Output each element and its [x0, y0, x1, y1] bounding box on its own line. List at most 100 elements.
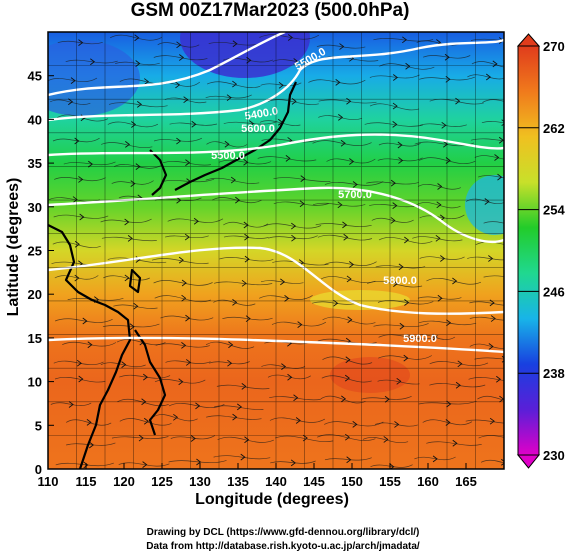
streamline: [272, 260, 329, 266]
wind-arrow: [335, 79, 341, 86]
wind-arrow: [503, 220, 504, 226]
wind-arrow: [124, 218, 130, 226]
streamline: [257, 156, 317, 162]
wind-arrow: [485, 73, 491, 81]
streamline: [324, 457, 372, 461]
wind-arrow: [226, 94, 232, 102]
streamline: [53, 360, 104, 366]
wind-arrow: [498, 136, 504, 144]
wind-arrow: [501, 119, 504, 127]
wind-arrow: [90, 58, 96, 66]
wind-arrow: [246, 56, 252, 64]
streamline: [378, 236, 433, 244]
wind-arrow: [227, 359, 233, 367]
wind-arrow: [501, 458, 504, 466]
wind-arrow: [143, 373, 149, 381]
streamline: [206, 141, 248, 148]
colorbar-tick-label: 238: [543, 366, 565, 381]
streamline: [153, 55, 208, 61]
streamline: [101, 142, 153, 149]
streamline: [469, 343, 504, 349]
wind-arrow: [494, 154, 500, 161]
streamline: [153, 137, 203, 142]
credit-dcl: Drawing by DCL (https://www.gfd-dennou.o…: [146, 527, 420, 538]
streamline: [377, 379, 420, 385]
streamline: [107, 257, 167, 264]
wind-arrow: [452, 439, 458, 447]
streamline: [267, 99, 319, 105]
streamline: [322, 356, 373, 365]
streamline: [170, 435, 216, 440]
wind-arrow: [287, 34, 293, 41]
streamline: [208, 361, 250, 365]
colorbar-ticks: 230 238 246 254 262 270: [518, 39, 565, 463]
wind-arrow: [195, 402, 201, 410]
wind-arrow: [390, 179, 396, 187]
wind-arrow: [488, 343, 494, 350]
y-tick-label: 40: [28, 112, 42, 127]
wind-arrow: [290, 459, 296, 467]
streamline: [419, 214, 465, 219]
streamline: [373, 38, 434, 42]
cool-patch-east: [465, 175, 504, 235]
wind-arrow: [278, 81, 284, 89]
streamline: [48, 197, 100, 202]
wind-arrow: [348, 261, 354, 268]
wind-arrow: [87, 160, 93, 168]
wind-arrow: [441, 121, 447, 129]
streamline: [119, 374, 171, 379]
x-tick-label: 150: [341, 474, 363, 489]
streamline: [483, 275, 504, 278]
streamline: [223, 235, 269, 239]
streamline: [216, 384, 270, 390]
wind-arrow: [404, 236, 410, 244]
x-tick-label: 145: [303, 474, 325, 489]
streamline: [324, 261, 377, 266]
streamline: [155, 343, 210, 348]
streamline: [222, 58, 274, 63]
colorbar-tick-label: 230: [543, 448, 565, 463]
streamline: [259, 120, 301, 126]
streamline: [377, 300, 434, 305]
coastlines: [48, 81, 297, 469]
wind-arrow: [384, 395, 390, 403]
wind-arrow: [74, 137, 80, 145]
wind-arrow: [488, 255, 494, 262]
streamline: [366, 281, 423, 288]
contour-label: 5700.0: [338, 189, 372, 201]
streamline: [378, 355, 432, 360]
wind-arrow: [248, 120, 255, 127]
streamline: [117, 398, 169, 407]
streamline: [218, 159, 272, 165]
streamline: [474, 155, 504, 160]
wind-arrow: [342, 221, 348, 229]
streamline: [107, 121, 159, 128]
wind-arrow: [490, 315, 496, 322]
streamline: [151, 258, 209, 264]
streamline: [52, 137, 100, 143]
x-tick-label: 160: [417, 474, 439, 489]
chart-title: GSM 00Z17Mar2023 (500.0hPa): [130, 0, 410, 21]
x-tick-label: 125: [151, 474, 173, 489]
streamline: [318, 99, 377, 104]
wind-arrow: [440, 255, 446, 262]
streamline: [261, 364, 306, 369]
streamline: [315, 223, 372, 227]
wind-arrow: [392, 102, 398, 110]
streamline: [482, 99, 504, 103]
wind-arrow: [390, 217, 396, 224]
wind-arrow: [190, 435, 196, 442]
streamline: [111, 180, 154, 185]
colorbar: [516, 33, 541, 469]
wind-arrow: [74, 274, 80, 282]
streamline: [418, 320, 477, 326]
streamline: [217, 436, 274, 443]
wind-arrow: [124, 274, 130, 282]
y-tick-label: 20: [28, 287, 42, 302]
wind-arrow: [232, 40, 238, 48]
wind-arrow: [68, 98, 74, 106]
contour-label: 5800.0: [383, 275, 417, 287]
wind-arrow: [343, 233, 349, 241]
x-axis-label: Longitude (degrees): [195, 491, 349, 508]
colorbar-max-arrow: [516, 33, 541, 47]
